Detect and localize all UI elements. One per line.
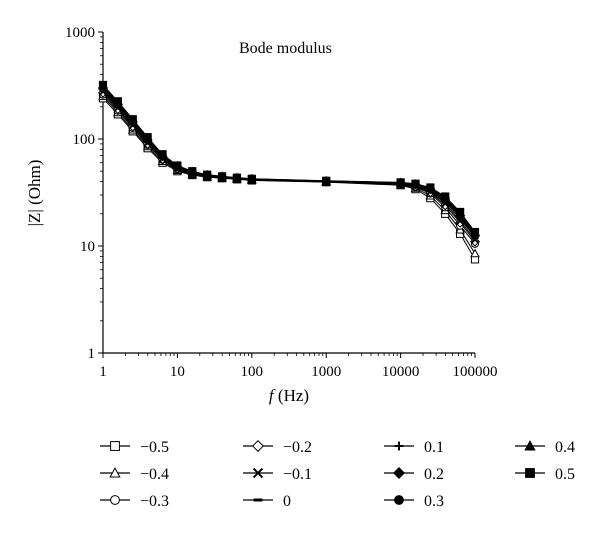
legend-entry: 0.3 <box>384 493 444 510</box>
series-line <box>102 96 476 254</box>
x-tick-label: 1000 <box>311 364 341 380</box>
data-point <box>98 80 108 90</box>
data-point <box>188 167 197 176</box>
data-point <box>143 133 152 142</box>
legend-label: 0.3 <box>424 493 444 510</box>
legend-entry: 0 <box>243 493 291 510</box>
y-tick-label: 1 <box>88 346 96 362</box>
legend-label: −0.2 <box>283 439 312 456</box>
series-line <box>102 97 476 260</box>
x-tick-label: 10 <box>170 364 185 380</box>
data-point <box>113 97 122 106</box>
series-8 <box>98 82 480 239</box>
legend-marker <box>524 440 536 451</box>
series-line <box>102 94 476 245</box>
legend-label: −0.5 <box>140 439 169 456</box>
legend-marker <box>109 467 121 478</box>
x-axis-title: f (Hz) <box>269 386 309 405</box>
y-tick-label: 1000 <box>65 25 95 41</box>
ticks <box>98 31 476 358</box>
tick-labels: 1 10 100 1000 10000 100000 1 10 100 1000 <box>65 25 498 380</box>
data-point <box>426 183 435 192</box>
series-layer <box>97 80 481 264</box>
x-tick-label: 1 <box>99 364 107 380</box>
legend-entry: 0.1 <box>384 439 444 456</box>
series-2 <box>98 90 480 248</box>
legend-entry: −0.1 <box>243 466 312 483</box>
legend-marker <box>252 467 264 479</box>
data-point <box>128 115 137 124</box>
data-point <box>470 227 480 237</box>
legend-marker <box>394 495 404 505</box>
series-0 <box>98 94 480 264</box>
series-1 <box>98 91 480 258</box>
series-9 <box>98 80 480 237</box>
legend-label: 0.1 <box>424 439 444 456</box>
legend-marker <box>525 468 535 478</box>
chart-title: Bode modulus <box>239 40 332 57</box>
series-6 <box>99 85 479 240</box>
x-axis-title-symbol: f <box>269 386 276 405</box>
legend-entry: −0.5 <box>100 439 169 456</box>
legend: −0.5 −0.4 −0.3 −0.2 −0.1 0 0.1 0.2 0.3 0.4 0.5 <box>100 439 575 510</box>
legend-entry: −0.3 <box>100 493 169 510</box>
data-point <box>158 150 167 159</box>
data-point <box>203 170 212 179</box>
legend-marker <box>393 467 405 479</box>
legend-marker <box>253 498 263 502</box>
legend-entry: 0.5 <box>515 466 575 483</box>
series-3 <box>97 87 481 247</box>
legend-label: −0.1 <box>283 466 312 483</box>
legend-marker <box>394 441 404 451</box>
legend-label: 0.5 <box>555 466 575 483</box>
legend-label: 0 <box>283 493 291 510</box>
legend-entry: 0.2 <box>384 466 444 483</box>
y-tick-label: 10 <box>80 239 95 255</box>
series-7 <box>97 82 481 241</box>
data-point <box>217 172 227 181</box>
x-axis-title-unit: (Hz) <box>274 386 309 405</box>
data-point <box>411 179 420 188</box>
legend-label: 0.2 <box>424 466 444 483</box>
y-axis-title: |Z| (Ohm) <box>25 160 44 227</box>
data-point <box>232 173 242 182</box>
x-tick-label: 100 <box>241 364 264 380</box>
series-line <box>102 92 476 242</box>
legend-label: −0.4 <box>140 466 169 483</box>
legend-entry: −0.4 <box>100 466 169 483</box>
data-point <box>173 161 182 170</box>
legend-marker <box>110 441 120 451</box>
y-tick-label: 100 <box>73 132 96 148</box>
legend-entry: 0.4 <box>515 439 575 456</box>
x-tick-label: 100000 <box>453 364 498 380</box>
data-point <box>441 192 450 201</box>
data-point <box>469 236 481 247</box>
x-tick-label: 10000 <box>382 364 420 380</box>
legend-marker <box>252 440 264 452</box>
legend-label: −0.3 <box>140 493 169 510</box>
data-point <box>396 178 405 187</box>
data-point <box>247 174 256 183</box>
series-10 <box>98 80 480 237</box>
data-point <box>456 207 465 217</box>
legend-marker <box>110 495 120 505</box>
series-4 <box>98 87 480 244</box>
series-5 <box>99 88 479 240</box>
legend-entry: −0.2 <box>243 439 312 456</box>
data-point <box>322 176 331 185</box>
legend-label: 0.4 <box>555 439 575 456</box>
data-point <box>470 248 480 258</box>
